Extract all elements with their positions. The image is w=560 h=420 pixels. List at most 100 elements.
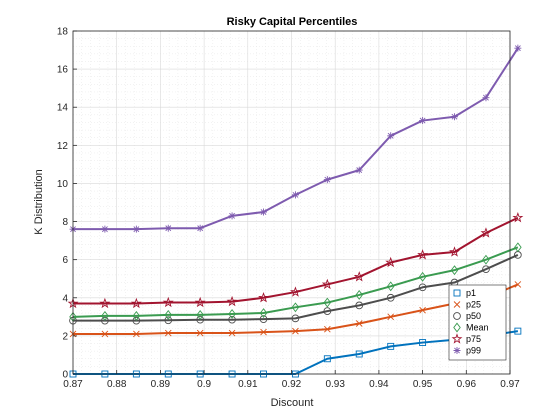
data-point-mean: [323, 297, 332, 308]
data-point-p50: [386, 293, 395, 302]
series-p75: [67, 212, 524, 309]
y-tick-label: 14: [57, 103, 69, 114]
legend-label-p75: p75: [466, 334, 481, 344]
data-point-p50: [291, 314, 300, 323]
data-point-p99: [355, 166, 363, 174]
x-tick-label: 0.97: [500, 379, 520, 390]
legend-marker-p50: [453, 312, 461, 320]
data-point-p75: [226, 295, 238, 307]
legend-marker-mean: [453, 322, 461, 333]
data-point-p50: [323, 307, 332, 315]
legend-label-p1: p1: [466, 288, 476, 298]
x-tick-label: 0.9: [197, 379, 211, 390]
data-point-p25: [355, 320, 363, 327]
data-point-p1: [514, 327, 522, 335]
data-point-p50: [164, 316, 173, 325]
data-point-p50: [418, 283, 427, 292]
data-point-mean: [418, 271, 427, 282]
y-tick-label: 2: [62, 331, 68, 342]
data-point-p75: [130, 297, 142, 309]
data-point-p75: [162, 296, 174, 308]
data-point-p75: [480, 227, 492, 238]
x-tick-label: 0.94: [369, 379, 389, 390]
data-point-p99: [419, 117, 427, 125]
data-point-p25: [292, 327, 299, 335]
legend-marker-p25: [453, 301, 461, 308]
data-point-p25: [101, 330, 109, 338]
x-tick-label: 0.95: [413, 379, 433, 390]
y-tick-label: 16: [57, 65, 69, 76]
data-point-p50: [259, 315, 268, 323]
y-tick-label: 12: [57, 141, 69, 152]
data-point-mean: [386, 281, 395, 292]
legend-item-p99: p99: [453, 346, 481, 356]
legend-label-p50: p50: [466, 311, 481, 321]
data-point-mean: [259, 308, 268, 318]
data-point-p75: [194, 296, 206, 308]
data-point-mean: [196, 309, 204, 320]
data-point-p50: [355, 301, 364, 310]
data-point-p75: [449, 246, 460, 257]
data-point-mean: [482, 254, 490, 265]
data-point-p99: [291, 191, 299, 199]
data-point-p25: [228, 329, 236, 337]
data-point-p99: [482, 94, 490, 102]
series-mean: [69, 242, 522, 322]
data-point-p99: [451, 113, 459, 121]
data-point-p75: [321, 278, 333, 290]
data-point-mean: [132, 310, 141, 321]
y-axis-label: K Distribution: [33, 169, 45, 234]
data-point-p75: [353, 271, 365, 282]
data-point-p25: [387, 313, 395, 321]
data-point-p25: [196, 329, 204, 337]
data-point-p1: [323, 355, 331, 363]
x-tick-label: 0.89: [151, 379, 171, 390]
data-point-p50: [228, 315, 236, 324]
data-point-p25: [514, 281, 522, 288]
data-point-p99: [323, 176, 331, 184]
legend-marker-p99: [453, 347, 461, 354]
legend-item-p25: p25: [453, 300, 481, 310]
series-line-mean: [72, 246, 519, 318]
data-point-mean: [291, 302, 300, 313]
series-layer: [67, 44, 524, 378]
data-point-p99: [228, 212, 236, 220]
data-point-p75: [417, 249, 429, 260]
data-point-p99: [514, 44, 522, 52]
data-point-mean: [164, 309, 173, 320]
y-tick-label: 0: [62, 370, 68, 381]
data-point-p25: [324, 325, 331, 333]
data-point-p99: [164, 224, 172, 232]
legend-marker-p75: [451, 333, 463, 344]
x-axis-ticks: 0.87 0.88 0.89 0.9 0.91 0.92 0.93 0.94 0.95 0.96 0…: [63, 370, 520, 390]
legend-item-mean: Mean: [453, 322, 489, 333]
x-axis-label: Discount: [271, 397, 314, 409]
x-tick-label: 0.96: [457, 379, 477, 390]
x-tick-label: 0.93: [325, 379, 345, 390]
data-point-p1: [387, 342, 395, 350]
data-point-mean: [514, 242, 522, 253]
data-point-p50: [132, 316, 141, 325]
y-tick-label: 18: [57, 27, 69, 38]
x-tick-label: 0.92: [282, 379, 302, 390]
data-point-mean: [228, 309, 236, 319]
data-point-p25: [260, 328, 267, 336]
data-point-p75: [289, 286, 301, 297]
data-point-p99: [101, 225, 109, 233]
y-tick-label: 8: [62, 217, 68, 228]
y-tick-label: 10: [57, 179, 69, 190]
y-axis-ticks: 0 2 4 6 8 10 12 14 16 18: [57, 27, 77, 381]
legend-box: [448, 284, 507, 361]
data-point-p75: [385, 256, 397, 268]
data-point-p25: [419, 306, 426, 314]
series-line-p75: [73, 216, 519, 305]
y-tick-label: 6: [62, 255, 68, 266]
data-point-mean: [101, 310, 109, 321]
data-point-p75: [258, 292, 269, 303]
data-point-p50: [482, 265, 490, 274]
legend-item-p1: p1: [453, 288, 476, 298]
data-point-p1: [355, 350, 363, 358]
